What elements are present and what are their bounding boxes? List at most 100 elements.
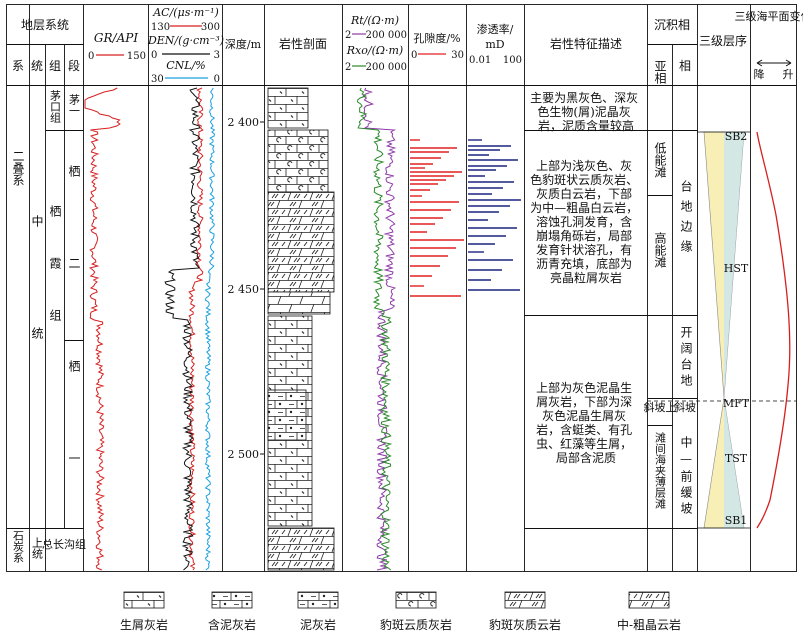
group-maokou: 茅口组 <box>49 90 62 123</box>
facies-high-shoal: 高能滩 <box>653 231 667 268</box>
desc-3-line: 局部含泥质 <box>556 450 616 465</box>
lithology-column <box>268 88 334 570</box>
desc-2-line: 色豹斑状云质灰岩、 <box>530 172 638 187</box>
legend-item: 生屑灰岩 <box>120 592 168 632</box>
porosity-min: 0 <box>411 50 417 61</box>
legend-label: 生屑灰岩 <box>120 617 168 632</box>
segment-mao1: 茅一 <box>68 94 81 116</box>
sealevel-curve <box>757 132 790 528</box>
perm-header: 渗透率/ <box>477 22 514 36</box>
ac-min: 130 <box>151 22 170 33</box>
gr-header: GR/API <box>94 31 138 45</box>
legend-label: 含泥灰岩 <box>208 617 256 632</box>
rt-min: 2 <box>345 30 351 41</box>
gr-curve <box>85 88 120 570</box>
legend-item: 泥灰岩 <box>298 592 338 632</box>
sealevel-rise: 升 <box>783 68 794 81</box>
den-max: 3 <box>214 50 220 61</box>
segment-header: 段 <box>68 58 80 73</box>
facies-labels: 低能滩 高能滩 台地边缘 开阔台地 斜坡上 斜坡 滩间海夹薄层滩 中—前缓坡 <box>644 142 697 518</box>
facies-col-header: 相 <box>679 59 691 73</box>
porosity-header: 孔隙度/% <box>413 31 460 45</box>
desc-2-line: 为中—粗晶白云岩， <box>530 200 638 215</box>
desc-block-3: 上部为灰色泥晶生 屑灰岩，下部为深 灰色泥晶生屑灰 岩，含蜓类、有孔 虫、红藻等… <box>536 380 636 465</box>
den-curve <box>165 88 200 570</box>
gr-min: 0 <box>88 51 94 62</box>
den-header: DEN/(g·cm⁻³) <box>147 34 224 47</box>
group-header: 组 <box>49 59 61 73</box>
legend-item: 中-粗晶云岩 <box>617 592 681 632</box>
legend-label: 豹斑云质灰岩 <box>380 617 452 632</box>
tst-label: TST <box>725 452 748 465</box>
den-min: 0 <box>151 50 157 61</box>
facies-mid-ramp: 中—前缓坡 <box>679 435 693 518</box>
ac-curve <box>189 88 203 570</box>
table-grid <box>7 5 797 572</box>
sequence-header: 三级层序 <box>699 33 747 48</box>
desc-2-line: 亮晶粒屑灰岩 <box>550 270 622 285</box>
strat-system-header: 地层系统 <box>21 18 69 32</box>
desc-2-line: 崩塌角砾岩，局部 <box>536 228 632 243</box>
legend-item: 豹斑灰质云岩 <box>489 592 561 632</box>
mft-label: MFT <box>723 397 750 410</box>
depth-label-2400: 2 400 <box>228 116 260 129</box>
hst-label: HST <box>724 262 749 275</box>
desc-2-line: 灰质白云岩，下部 <box>536 186 632 201</box>
lith-desc-header: 岩性特征描述 <box>550 36 622 51</box>
cnl-curve <box>206 88 215 570</box>
perm-max: 100 <box>503 55 522 66</box>
legend-label: 豹斑灰质云岩 <box>489 617 561 632</box>
system-carboniferous: 石炭系 <box>12 530 25 563</box>
lith-bioclastic-top <box>268 88 308 128</box>
desc-3-line: 屑灰岩，下部为深 <box>536 394 632 409</box>
depth-header: 深度/m <box>225 37 262 51</box>
ac-max: 300 <box>201 22 220 33</box>
sealevel-header: 三级海平面变化 <box>735 9 803 23</box>
sb1-label: SB1 <box>725 514 748 527</box>
perm-min: 0.01 <box>469 55 491 66</box>
porosity-max: 30 <box>451 50 464 61</box>
desc-3-line: 上部为灰色泥晶生 <box>536 380 632 395</box>
lith-muddy <box>268 390 306 440</box>
desc-block-1: 主要为黑灰色、深灰 色生物(屑)泥晶灰 岩，泥质含量较高 <box>530 91 642 133</box>
desc-2-line: 沥青充填，底部为 <box>536 256 632 271</box>
rxo-min: 2 <box>345 62 351 73</box>
system-permian: 二叠系 <box>11 150 25 186</box>
facies-low-shoal: 低能滩 <box>653 142 667 178</box>
lith-dolo-carb <box>268 528 334 570</box>
desc-1-line: 色生物(屑)泥晶灰 <box>537 105 630 119</box>
desc-3-line: 灰色泥晶生屑灰 <box>542 409 626 423</box>
facies-interbank: 滩间海夹薄层滩 <box>654 431 667 510</box>
lith-dolo-bottom <box>268 292 330 314</box>
depth-axis: 2 400 2 450 2 500 <box>228 116 265 461</box>
sealevel-fall: 降 <box>754 67 765 81</box>
facies-header: 沉积相 <box>654 18 690 32</box>
depth-label-2450: 2 450 <box>228 283 260 296</box>
desc-1-line: 主要为黑灰色、深灰 <box>530 91 638 105</box>
legend-item: 含泥灰岩 <box>208 592 256 632</box>
perm-unit: mD <box>485 38 504 51</box>
rxo-max: 200 000 <box>366 62 407 73</box>
series-header: 统 <box>31 59 43 73</box>
stratigraphic-names: 二叠系 石炭系 中统 上统 茅口组 栖霞组 总长沟组 茅一 栖二 栖一 <box>11 90 86 563</box>
sequence-column: SB2 HST MFT TST SB1 <box>647 130 796 528</box>
cnl-min: 30 <box>151 74 164 85</box>
lith-leopard-dol <box>268 130 328 192</box>
facies-slope: 斜坡 <box>674 401 696 414</box>
legend-label: 中-粗晶云岩 <box>617 617 681 632</box>
lithology-legend: 生屑灰岩 含泥灰岩 泥灰岩 豹斑云质灰岩 豹斑灰质云岩 中-粗晶云岩 <box>120 592 681 632</box>
facies-open-platform: 开阔台地 <box>679 326 693 390</box>
rt-curve <box>363 88 395 570</box>
desc-2-line: 上部为浅灰色、灰 <box>536 158 632 173</box>
lithology-descriptions: 主要为黑灰色、深灰 色生物(屑)泥晶灰 岩，泥质含量较高 上部为浅灰色、灰 色豹… <box>530 91 642 465</box>
legend-item: 豹斑云质灰岩 <box>380 592 452 632</box>
rxo-curve <box>358 88 391 570</box>
desc-3-line: 岩，含蜓类、有孔 <box>536 422 632 437</box>
desc-block-2: 上部为浅灰色、灰 色豹斑状云质灰岩、 灰质白云岩，下部 为中—粗晶白云岩， 溶蚀… <box>530 158 642 285</box>
lith-profile-header: 岩性剖面 <box>279 36 327 51</box>
system-header: 系 <box>12 59 24 73</box>
desc-3-line: 虫、红藻等生屑， <box>536 436 632 451</box>
facies-platform-margin: 台地边缘 <box>679 179 693 260</box>
